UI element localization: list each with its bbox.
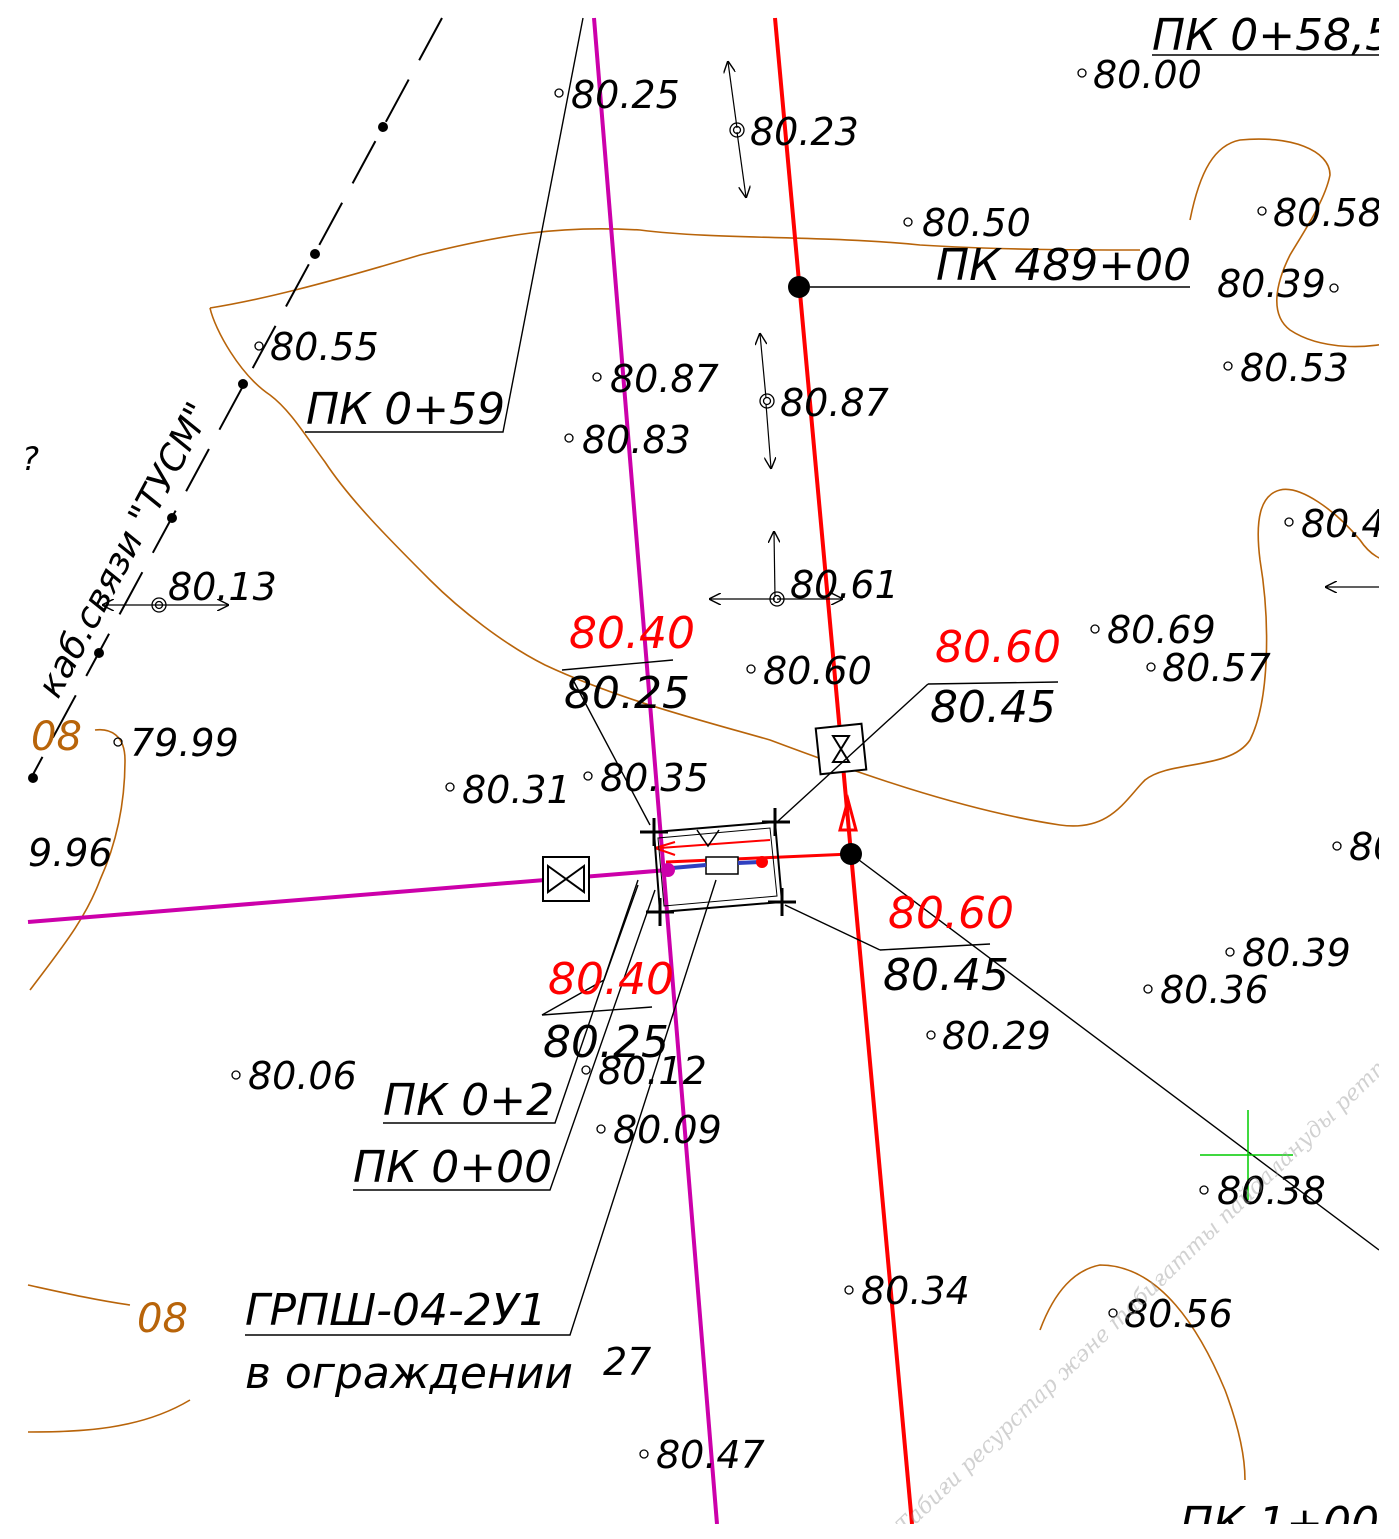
pk-label: ПК 489+00	[936, 240, 1191, 291]
elevation-label: 9.96	[28, 831, 113, 875]
design-mark-value: 80.40	[569, 608, 695, 659]
contour-line-bottom-left	[27, 1284, 131, 1306]
elevation-label: 80.57	[1162, 646, 1271, 690]
elevation-label: 80.83	[582, 418, 691, 462]
elevation-label: 80.12	[598, 1049, 707, 1093]
elevation-label: 80.87	[780, 381, 889, 425]
elevation-label: 80.61	[790, 563, 899, 607]
elevation-label: 79.99	[130, 721, 239, 765]
cable-node	[28, 773, 38, 783]
design-mark-value: 80.60	[888, 888, 1014, 939]
valve-icon[interactable]	[542, 856, 590, 902]
elevation-label: 80.69	[1107, 608, 1216, 652]
elevation-label: 80.25	[571, 73, 680, 117]
elevation-label: 80.56	[1124, 1292, 1233, 1336]
cursor-crosshair-icon	[1200, 1110, 1293, 1200]
contour-line-upper	[209, 307, 1379, 827]
check-mark-icon	[696, 829, 720, 848]
survey-points	[113, 68, 1342, 1459]
existing-mark-value: 80.25	[564, 668, 690, 719]
contour-line-bottom-left-2	[27, 1399, 191, 1433]
cable-line	[28, 17, 443, 783]
picket-labels: ПК 0+58,5 ПК 489+00 ПК 0+59 ПК 0+2 ПК 0+…	[306, 10, 1393, 1539]
elevation-label: 80.39	[1217, 262, 1326, 306]
elevation-label: 80.36	[1160, 968, 1269, 1012]
contour-line-left	[29, 728, 126, 991]
cable-label-fragment: ?	[22, 440, 39, 478]
valve-icon[interactable]	[814, 722, 868, 776]
inlet-node	[756, 856, 768, 868]
survey-points-double	[151, 122, 785, 613]
elevation-label: 80.58	[1273, 191, 1382, 235]
equipment-note: в ограждении	[245, 1348, 573, 1399]
elevation-label: 80.60	[763, 649, 872, 693]
contour-line-top	[209, 227, 1141, 309]
elevation-label: 80.34	[861, 1269, 970, 1313]
contour-number: 08	[31, 714, 82, 760]
cable-node	[167, 513, 177, 523]
flow-arrow-icon	[838, 794, 858, 832]
elevation-label: 80.00	[1093, 53, 1202, 97]
elevation-label: 80.87	[610, 357, 719, 401]
outlet-node	[661, 863, 675, 877]
contour-lines	[27, 138, 1379, 1481]
elevation-label: 80.4	[1301, 502, 1386, 546]
elevation-label: 80.47	[656, 1433, 765, 1477]
regulator-icon	[705, 856, 739, 875]
slope-arrows	[103, 62, 1379, 605]
cable-node	[310, 249, 320, 259]
pk-label: ПК 0+00	[353, 1142, 552, 1193]
cable-node	[238, 379, 248, 389]
pk-label: ПК 0+58,5	[1152, 10, 1393, 61]
design-mark-value: 80.40	[548, 954, 674, 1005]
equipment-name: ГРПШ-04-2У1	[245, 1285, 547, 1336]
elevation-labels: 80.25 80.23 80.00 80.50 80.58 80.39 80.5…	[28, 53, 1397, 1477]
number-label: 27	[603, 1340, 651, 1384]
elevation-label: 80.06	[248, 1054, 357, 1098]
contour-line-bottom-right	[1039, 1264, 1246, 1481]
cable-label: каб.связи "ТУСМ"	[30, 396, 220, 704]
elevation-label: 80.50	[922, 201, 1031, 245]
cable-node	[94, 648, 104, 658]
existing-mark-value: 80.45	[930, 682, 1056, 733]
existing-mark-value: 80.25	[543, 1017, 669, 1068]
elevation-label: 80.35	[600, 756, 709, 800]
elevation-label: 80.09	[613, 1108, 722, 1152]
elevation-label: 80.29	[942, 1014, 1051, 1058]
picket-point	[788, 276, 810, 298]
design-mark-value: 80.60	[935, 622, 1061, 673]
pk-label: ПК 0+59	[306, 384, 505, 435]
cable-node	[378, 122, 388, 132]
existing-mark-value: 80.45	[883, 950, 1009, 1001]
elevation-label: 80.53	[1240, 346, 1349, 390]
design-marks: 80.40 80.25 80.60 80.45 80.40 80.25 80.6…	[543, 608, 1061, 1068]
pk-label: ПК 1+00	[1180, 1498, 1379, 1539]
elevation-label: 80.55	[270, 325, 379, 369]
elevation-label: 80	[1349, 825, 1397, 869]
grpsh-enclosure[interactable]	[640, 808, 796, 926]
elevation-label: 80.31	[462, 768, 571, 812]
contour-number: 08	[137, 1296, 188, 1342]
elevation-label: 80.38	[1217, 1169, 1326, 1213]
pk-label: ПК 0+2	[383, 1075, 554, 1126]
leader-lines	[245, 17, 1379, 1336]
elevation-label: 80.39	[1242, 931, 1351, 975]
elevation-label: 80.23	[750, 110, 859, 154]
elevation-label: 80.13	[168, 565, 277, 609]
contour-line-right-top	[1189, 138, 1379, 348]
